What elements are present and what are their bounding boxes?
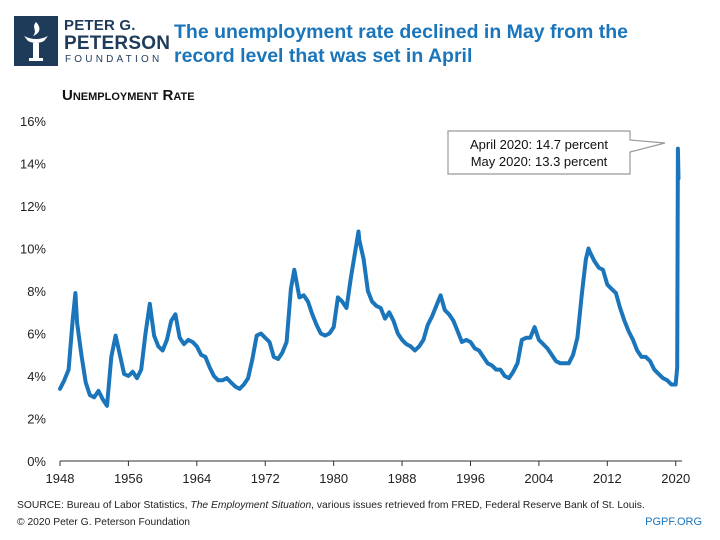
source-note: SOURCE: Bureau of Labor Statistics, The … — [17, 500, 645, 511]
x-tick-label: 1972 — [251, 471, 280, 486]
x-axis-ticks: 1948 1956 1964 1972 1980 1988 1996 2004 2012 2020 — [46, 461, 690, 486]
annotation-line-may: May 2020: 13.3 percent — [471, 154, 608, 169]
source-publication: The Employment Situation — [190, 500, 312, 511]
x-tick-label: 1996 — [456, 471, 485, 486]
y-tick-label: 4% — [27, 369, 46, 384]
logo-name-line3: FOUNDATION — [65, 54, 163, 65]
page-title: The unemployment rate declined in May fr… — [174, 21, 628, 67]
logo-name-line1: PETER G. — [64, 17, 136, 34]
x-tick-label: 1988 — [388, 471, 417, 486]
copyright-note: © 2020 Peter G. Peterson Foundation — [17, 517, 191, 528]
source-prefix: SOURCE: Bureau of Labor Statistics, — [17, 500, 191, 511]
source-suffix: , various issues retrieved from FRED, Fe… — [311, 500, 645, 511]
chart-title: Unemployment Rate — [62, 87, 195, 104]
y-axis-ticks: 0% 2% 4% 6% 8% 10% 12% 14% 16% — [20, 114, 46, 469]
site-link[interactable]: PGPF.ORG — [645, 516, 702, 528]
x-tick-label: 1948 — [46, 471, 75, 486]
y-tick-label: 16% — [20, 114, 46, 129]
x-tick-label: 2012 — [593, 471, 622, 486]
x-tick-label: 2020 — [661, 471, 690, 486]
y-tick-label: 0% — [27, 454, 46, 469]
y-tick-label: 12% — [20, 199, 46, 214]
y-tick-label: 14% — [20, 157, 46, 172]
x-tick-label: 1980 — [319, 471, 348, 486]
y-tick-label: 8% — [27, 284, 46, 299]
x-tick-label: 1956 — [114, 471, 143, 486]
y-tick-label: 2% — [27, 412, 46, 427]
logo-name-line2: PETERSON — [64, 33, 171, 54]
y-tick-label: 10% — [20, 242, 46, 257]
chart-annotation: April 2020: 14.7 percent May 2020: 13.3 … — [447, 130, 666, 175]
y-tick-label: 6% — [27, 327, 46, 342]
series-line-unemployment — [58, 146, 681, 408]
header: PETER G. PETERSON FOUNDATION The unemplo… — [0, 0, 720, 80]
annotation-callout — [447, 130, 666, 175]
foundation-logo[interactable]: PETER G. PETERSON FOUNDATION — [14, 14, 170, 70]
torch-icon — [14, 16, 58, 66]
annotation-line-april: April 2020: 14.7 percent — [470, 137, 608, 152]
x-tick-label: 1964 — [182, 471, 211, 486]
x-tick-label: 2004 — [524, 471, 553, 486]
